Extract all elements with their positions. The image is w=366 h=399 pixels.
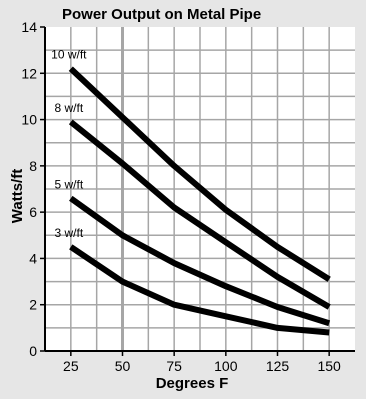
series-label: 5 w/ft [54,177,83,191]
series-line [69,244,330,336]
series-line [69,195,331,327]
series-label: 8 w/ft [54,101,83,115]
chart-title: Power Output on Metal Pipe [62,6,261,23]
series-labels: 10 w/ft 8 w/ft 5 w/ft 3 w/ft [51,48,87,240]
x-tick-label: 125 [266,358,290,374]
x-tick-label: 150 [317,358,341,374]
y-tick-label: 10 [21,112,37,128]
series-group [68,66,331,336]
x-tick-label: 50 [115,358,131,374]
x-tick-label: 75 [166,358,182,374]
y-axis-title: Watts/ft [9,169,26,223]
x-axis-title: Degrees F [156,375,229,392]
y-tick-label: 8 [29,158,37,174]
y-tick-label: 4 [29,250,37,266]
y-tick-label: 14 [21,19,37,35]
series-line [68,66,331,282]
x-tick-label: 25 [63,358,79,374]
x-tick-label: 100 [214,358,238,374]
axes: 25 50 75 100 125 150 0 2 4 6 8 10 12 14 [21,19,355,374]
series-line [68,119,331,310]
y-tick-label: 2 [29,297,37,313]
series-label: 10 w/ft [51,48,87,62]
series-label: 3 w/ft [54,226,83,240]
grid [45,27,355,351]
y-tick-label: 12 [21,65,37,81]
y-tick-label: 0 [29,343,37,359]
y-tick-label: 6 [29,204,37,220]
